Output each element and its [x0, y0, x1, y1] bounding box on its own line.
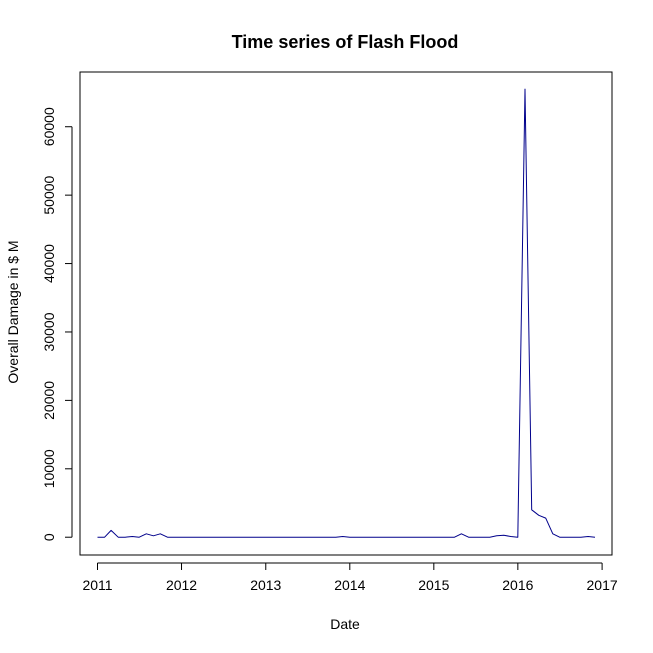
chart-title: Time series of Flash Flood [232, 32, 459, 52]
x-axis-label: Date [330, 616, 360, 632]
y-axis: 0 10000 20000 30000 40000 50000 60000 [41, 107, 73, 541]
y-axis-label: Overall Damage in $ M [5, 240, 21, 383]
x-tick-label: 2011 [82, 577, 112, 593]
series-line [97, 88, 596, 538]
y-tick-label: 20000 [41, 381, 57, 420]
x-tick-label: 2017 [587, 577, 618, 593]
y-tick-label: 10000 [41, 449, 57, 488]
y-tick-label: 0 [41, 533, 57, 541]
x-tick-label: 2012 [166, 577, 197, 593]
series-layer [97, 88, 596, 538]
x-tick-label: 2016 [502, 577, 533, 593]
x-tick-label: 2015 [418, 577, 449, 593]
y-tick-label: 50000 [41, 175, 57, 214]
x-tick-label: 2013 [250, 577, 281, 593]
x-axis: 2011 2012 2013 2014 2015 2016 2017 [82, 562, 618, 593]
plot-frame [79, 71, 613, 556]
x-tick-label: 2014 [334, 577, 365, 593]
y-tick-label: 30000 [41, 312, 57, 351]
y-tick-label: 60000 [41, 107, 57, 146]
y-tick-label: 40000 [41, 244, 57, 283]
